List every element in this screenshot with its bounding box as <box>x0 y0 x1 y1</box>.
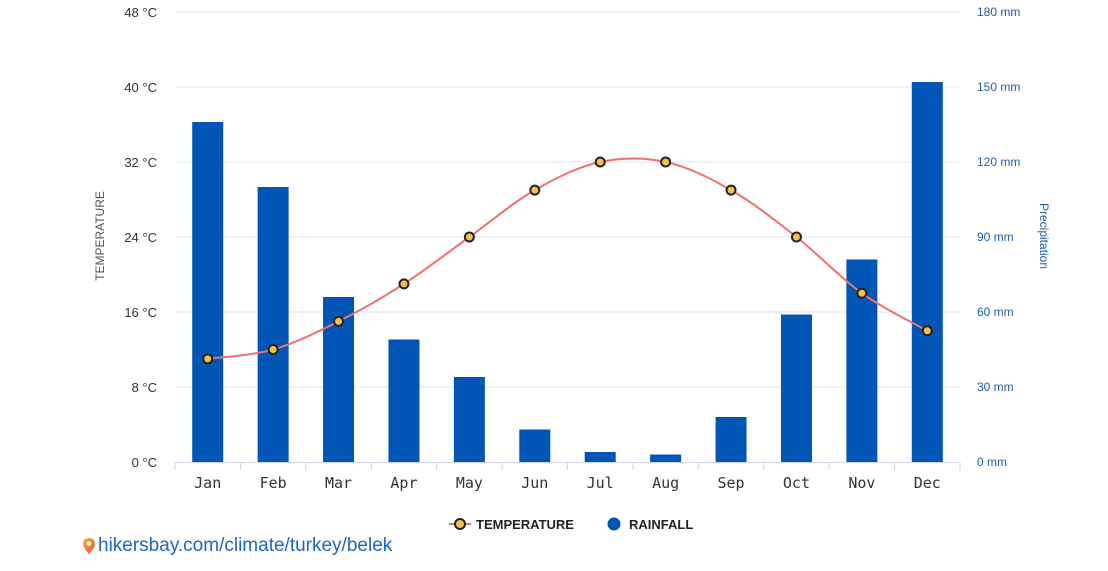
x-tick-label: May <box>456 474 483 492</box>
x-tick-label: Mar <box>325 474 352 492</box>
rainfall-bar-jul[interactable] <box>584 452 616 462</box>
temperature-point-jun[interactable] <box>529 184 541 196</box>
rainfall-bar-aug[interactable] <box>650 454 682 463</box>
x-tick-label: Nov <box>848 474 875 492</box>
right-tick-label: 180 mm <box>977 5 1020 19</box>
legend-rainfall-marker <box>607 517 621 531</box>
rainfall-bar-apr[interactable] <box>388 339 420 463</box>
rainfall-bar-oct[interactable] <box>780 314 812 463</box>
temperature-point-may[interactable] <box>463 231 475 243</box>
left-axis-title: TEMPERATURE <box>93 191 107 281</box>
right-tick-label: 0 mm <box>977 455 1007 469</box>
left-tick-label: 48 °C <box>124 5 157 20</box>
temperature-point-oct[interactable] <box>790 231 802 243</box>
left-tick-label: 8 °C <box>132 380 157 395</box>
x-tick-label: Jul <box>587 474 614 492</box>
right-tick-label: 30 mm <box>977 380 1014 394</box>
x-tick-label: Apr <box>390 474 417 492</box>
grid-lines <box>175 11 960 388</box>
temperature-point-feb[interactable] <box>267 344 279 355</box>
left-tick-label: 32 °C <box>124 155 157 170</box>
temperature-point-nov[interactable] <box>856 287 868 299</box>
rainfall-bar-sep[interactable] <box>715 417 747 462</box>
temperature-point-sep[interactable] <box>725 184 737 196</box>
rainfall-bar-feb[interactable] <box>257 187 289 462</box>
source-link-text: hikersbay.com/climate/turkey/belek <box>98 535 393 556</box>
right-tick-label: 150 mm <box>977 80 1020 94</box>
left-tick-label: 0 °C <box>132 455 157 470</box>
temperature-point-apr[interactable] <box>398 278 410 290</box>
temperature-point-aug[interactable] <box>660 156 672 168</box>
left-tick-label: 40 °C <box>124 80 157 95</box>
rainfall-bar-jun[interactable] <box>519 429 551 463</box>
left-tick-label: 16 °C <box>124 305 157 320</box>
rainfall-bar-may[interactable] <box>453 377 485 462</box>
right-tick-label: 60 mm <box>977 305 1014 319</box>
left-tick-label: 24 °C <box>124 230 157 245</box>
x-tick-label: Jan <box>194 474 221 492</box>
x-axis: Jan Feb Mar Apr May Jun Jul Aug Sep Oct Nov Dec <box>174 462 961 492</box>
legend-item-rainfall[interactable]: RAINFALL <box>607 517 694 532</box>
source-link[interactable]: hikersbay.com/climate/turkey/belek <box>82 535 392 557</box>
x-tick-label: Dec <box>914 474 941 492</box>
temperature-point-jul[interactable] <box>594 156 606 168</box>
rainfall-bar-jan[interactable] <box>192 122 224 462</box>
temperature-point-mar[interactable] <box>333 315 345 327</box>
legend-rainfall-label: RAINFALL <box>629 517 693 532</box>
legend[interactable]: TEMPERATURE RAINFALL <box>449 517 693 532</box>
x-tick-label: Jun <box>521 474 548 492</box>
temperature-point-dec[interactable] <box>921 325 933 337</box>
legend-item-temperature[interactable]: TEMPERATURE <box>449 517 574 532</box>
temperature-line <box>202 156 933 365</box>
x-tick-label: Feb <box>260 474 287 492</box>
rainfall-bars <box>192 82 943 462</box>
legend-temperature-label: TEMPERATURE <box>476 517 574 532</box>
x-tick-label: Oct <box>783 474 810 492</box>
location-pin-icon <box>83 538 95 554</box>
right-tick-label: 90 mm <box>977 230 1014 244</box>
legend-temperature-marker <box>454 518 466 530</box>
right-axis-ticks: 0 mm 30 mm 60 mm 90 mm 120 mm 150 mm 180 mm <box>977 5 1020 469</box>
temperature-point-jan[interactable] <box>202 353 214 365</box>
right-tick-label: 120 mm <box>977 155 1020 169</box>
x-tick-label: Aug <box>652 474 679 492</box>
temperature-curve <box>207 157 928 360</box>
x-tick-label: Sep <box>717 474 744 492</box>
right-axis-title: Precipitation <box>1037 203 1051 269</box>
left-axis-ticks: 0 °C 8 °C 16 °C 24 °C 32 °C 40 °C 48 °C <box>124 5 157 470</box>
rainfall-bar-dec[interactable] <box>911 82 943 462</box>
